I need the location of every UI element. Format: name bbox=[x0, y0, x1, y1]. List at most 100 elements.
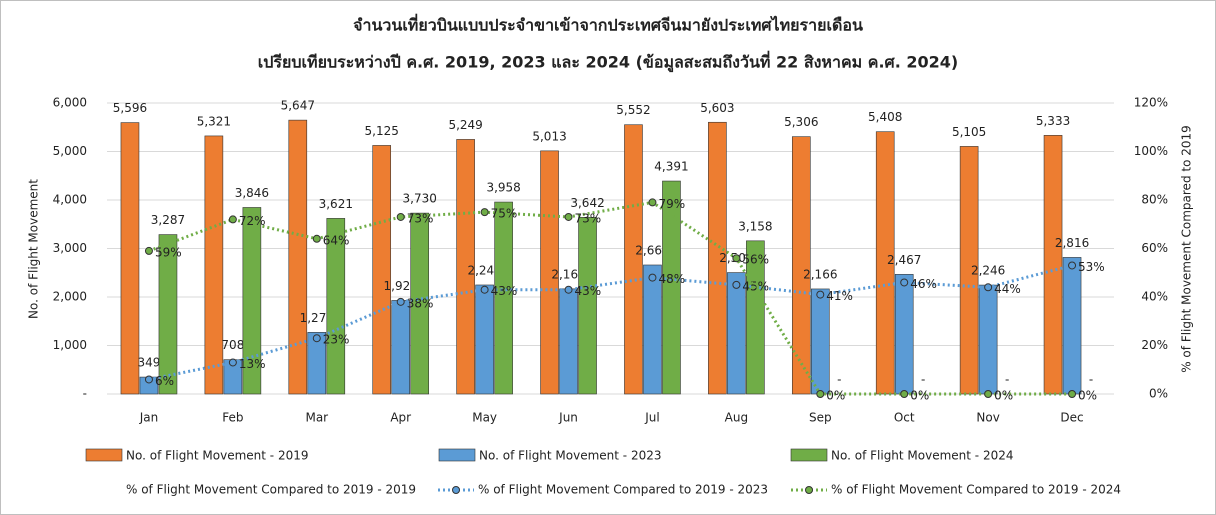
data-label: 2,246 bbox=[971, 264, 1005, 278]
y2-axis-label: % of Flight Movement Compared to 2019 bbox=[1180, 125, 1194, 373]
y2-tick-label: 20% bbox=[1141, 338, 1168, 352]
x-tick-label: Sep bbox=[809, 411, 832, 425]
data-label: 73% bbox=[575, 211, 602, 225]
legend-label: % of Flight Movement Compared to 2019 - … bbox=[831, 483, 1121, 497]
data-label: - bbox=[1005, 373, 1009, 387]
data-label: 56% bbox=[742, 253, 769, 267]
data-label: 2,467 bbox=[887, 253, 921, 267]
legend-label: % of Flight Movement Compared to 2019 - … bbox=[126, 483, 416, 497]
data-label: 53% bbox=[1078, 260, 1105, 274]
data-label: 5,596 bbox=[113, 101, 147, 115]
data-label: 75% bbox=[491, 207, 518, 221]
data-label: 5,333 bbox=[1036, 114, 1070, 128]
data-label: 3,730 bbox=[403, 192, 437, 206]
y-tick-label: 4,000 bbox=[53, 193, 87, 207]
x-tick-label: Jul bbox=[644, 411, 659, 425]
data-label: 72% bbox=[239, 214, 266, 228]
line-marker bbox=[228, 358, 237, 367]
bar bbox=[708, 121, 727, 395]
y-tick-label: 6,000 bbox=[53, 96, 87, 110]
bar bbox=[288, 119, 308, 395]
data-label: 5,249 bbox=[448, 118, 482, 132]
data-label: 41% bbox=[826, 289, 853, 303]
bar bbox=[643, 264, 662, 395]
y-tick-label: 1,000 bbox=[53, 338, 87, 352]
line-marker bbox=[480, 208, 489, 217]
data-label: 1,929 bbox=[384, 279, 418, 293]
bar bbox=[727, 272, 746, 395]
line-marker bbox=[564, 285, 573, 294]
bar bbox=[456, 139, 475, 395]
data-label: 3,846 bbox=[235, 186, 269, 200]
legend-label: % of Flight Movement Compared to 2019 - … bbox=[478, 483, 768, 497]
data-label: 64% bbox=[323, 233, 350, 247]
data-label: - bbox=[837, 373, 841, 387]
data-label: 5,321 bbox=[197, 114, 231, 128]
data-label: 4,391 bbox=[654, 160, 688, 174]
data-label: 79% bbox=[658, 197, 685, 211]
data-label: 5,552 bbox=[616, 103, 650, 117]
data-label: 708 bbox=[221, 338, 244, 352]
bar bbox=[578, 217, 597, 395]
data-label: 2,816 bbox=[1055, 236, 1089, 250]
line-marker bbox=[480, 285, 489, 294]
x-tick-label: Oct bbox=[894, 411, 915, 425]
data-label: - bbox=[921, 373, 925, 387]
bar bbox=[307, 332, 327, 395]
x-tick-label: Nov bbox=[976, 411, 999, 425]
y2-tick-label: 40% bbox=[1141, 290, 1168, 304]
line-marker bbox=[984, 283, 993, 292]
data-label: 59% bbox=[155, 245, 182, 259]
y-tick-label: - bbox=[83, 387, 87, 401]
data-label: 5,013 bbox=[532, 129, 566, 143]
line-marker bbox=[144, 375, 153, 384]
bar bbox=[978, 284, 998, 395]
bar bbox=[540, 150, 559, 395]
bar bbox=[959, 146, 979, 395]
legend-label: No. of Flight Movement - 2019 bbox=[126, 449, 309, 463]
line-marker bbox=[312, 334, 321, 343]
data-label: 45% bbox=[742, 279, 769, 293]
line-marker bbox=[312, 234, 321, 243]
bar bbox=[662, 180, 681, 395]
y2-tick-label: 80% bbox=[1141, 193, 1168, 207]
data-label: 13% bbox=[239, 357, 266, 371]
y2-tick-label: 60% bbox=[1141, 241, 1168, 255]
bar bbox=[120, 122, 140, 395]
data-label: 3,958 bbox=[486, 181, 520, 195]
line-marker bbox=[900, 278, 909, 287]
bar bbox=[559, 288, 578, 395]
line-marker bbox=[900, 390, 909, 398]
line bbox=[148, 200, 1073, 396]
x-tick-label: Apr bbox=[390, 411, 411, 425]
data-label: 48% bbox=[658, 272, 685, 286]
data-label: 0% bbox=[910, 389, 929, 403]
bar bbox=[494, 201, 513, 395]
x-tick-label: Feb bbox=[222, 411, 243, 425]
line-marker bbox=[144, 246, 153, 255]
data-label: - bbox=[1089, 373, 1093, 387]
data-label: 5,603 bbox=[700, 101, 734, 115]
x-tick-label: May bbox=[472, 411, 497, 425]
x-tick-label: Aug bbox=[725, 411, 748, 425]
data-label: 2,248 bbox=[467, 263, 501, 277]
bar bbox=[242, 207, 262, 395]
data-label: 0% bbox=[1078, 389, 1097, 403]
y-tick-label: 2,000 bbox=[53, 290, 87, 304]
bar bbox=[475, 284, 494, 395]
legend-label: No. of Flight Movement - 2023 bbox=[479, 449, 662, 463]
bar bbox=[158, 234, 178, 395]
line-marker bbox=[732, 280, 741, 289]
line-marker bbox=[816, 290, 825, 299]
bar bbox=[326, 218, 346, 395]
bar bbox=[624, 124, 643, 395]
legend-marker bbox=[805, 486, 813, 494]
bar bbox=[791, 136, 811, 395]
data-label: 43% bbox=[491, 284, 518, 298]
data-label: 5,306 bbox=[784, 115, 818, 129]
legend-swatch bbox=[438, 448, 476, 462]
line-marker bbox=[1068, 261, 1077, 270]
x-tick-label: Jan bbox=[139, 411, 159, 425]
y2-tick-label: 120% bbox=[1134, 96, 1168, 110]
chart-title: จำนวนเที่ยวบินแบบประจำขาเข้าจากประเทศจีน… bbox=[353, 14, 863, 35]
